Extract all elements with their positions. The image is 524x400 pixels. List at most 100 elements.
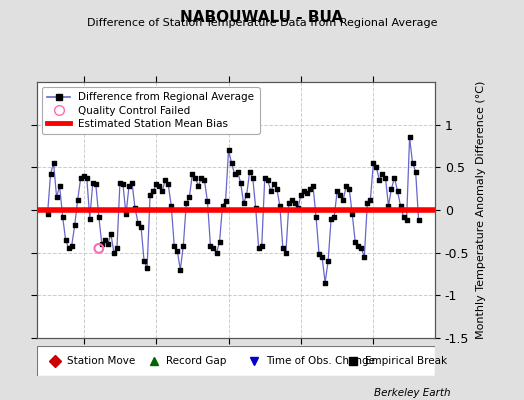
Point [330, 214, 339, 220]
Point [128, 180, 136, 186]
Point [411, 168, 420, 175]
Point [321, 279, 329, 286]
Point [239, 200, 248, 206]
Point [252, 205, 260, 212]
Point [236, 180, 245, 186]
Point [369, 160, 378, 166]
Point [122, 211, 130, 218]
Point [243, 192, 251, 198]
Point [291, 200, 299, 206]
Y-axis label: Monthly Temperature Anomaly Difference (°C): Monthly Temperature Anomaly Difference (… [476, 81, 486, 339]
Point [173, 248, 181, 254]
Point [363, 200, 372, 206]
Point [272, 186, 281, 192]
Point [354, 243, 363, 249]
Point [71, 222, 79, 228]
Point [80, 173, 88, 179]
Point [95, 245, 103, 252]
Point [333, 188, 341, 194]
Text: Station Move: Station Move [67, 356, 135, 366]
Point [73, 196, 82, 203]
Point [104, 241, 112, 247]
Text: NABOUWALU - BUA: NABOUWALU - BUA [180, 10, 344, 25]
Point [339, 196, 347, 203]
Point [300, 188, 308, 194]
Point [161, 177, 169, 183]
Point [384, 202, 392, 209]
Point [348, 211, 356, 218]
Point [312, 214, 320, 220]
Point [119, 181, 127, 188]
Point [255, 245, 263, 252]
Point [146, 192, 154, 198]
Point [318, 254, 326, 260]
Point [336, 192, 344, 198]
Point [378, 171, 387, 177]
Point [260, 174, 269, 181]
Point [414, 217, 423, 224]
Point [113, 245, 121, 252]
Point [399, 214, 408, 220]
Point [282, 250, 290, 256]
Text: Empirical Break: Empirical Break [365, 356, 447, 366]
Point [342, 183, 351, 189]
Point [396, 202, 405, 209]
Point [315, 251, 323, 258]
Point [182, 200, 191, 206]
Point [227, 160, 236, 166]
Point [209, 245, 217, 252]
Point [294, 205, 302, 212]
Point [164, 181, 172, 188]
Legend: Difference from Regional Average, Quality Control Failed, Estimated Station Mean: Difference from Regional Average, Qualit… [42, 87, 259, 134]
Point [219, 202, 227, 209]
Point [143, 265, 151, 271]
Point [134, 220, 142, 226]
Point [92, 181, 100, 188]
Point [327, 215, 335, 222]
Point [394, 188, 402, 194]
Point [285, 200, 293, 206]
Point [83, 174, 91, 181]
Text: Time of Obs. Change: Time of Obs. Change [266, 356, 375, 366]
Text: Record Gap: Record Gap [166, 356, 226, 366]
Point [381, 174, 390, 181]
Point [406, 134, 414, 141]
Point [140, 258, 148, 264]
Point [200, 177, 209, 183]
Point [185, 194, 193, 200]
Point [85, 215, 94, 222]
Point [152, 181, 160, 188]
Point [89, 180, 97, 186]
Point [357, 245, 366, 252]
Point [77, 174, 85, 181]
Point [43, 211, 52, 218]
Point [390, 174, 399, 181]
Point [309, 183, 317, 189]
Point [191, 174, 200, 181]
Point [221, 198, 230, 205]
Point [387, 186, 396, 192]
Point [197, 174, 205, 181]
Point [366, 196, 375, 203]
Point [176, 266, 184, 273]
Point [107, 231, 115, 237]
Point [372, 164, 380, 170]
Point [360, 254, 368, 260]
Point [167, 202, 176, 209]
Point [116, 180, 124, 186]
Point [303, 190, 311, 196]
Point [402, 217, 411, 224]
Text: Difference of Station Temperature Data from Regional Average: Difference of Station Temperature Data f… [87, 18, 437, 28]
Point [95, 214, 103, 220]
Point [49, 160, 58, 166]
Point [97, 241, 106, 247]
Point [276, 202, 284, 209]
Point [137, 224, 145, 230]
Point [131, 205, 139, 212]
Point [170, 243, 179, 249]
Point [267, 188, 275, 194]
Point [59, 214, 67, 220]
Point [279, 245, 287, 252]
Point [270, 181, 278, 188]
Point [297, 192, 305, 198]
